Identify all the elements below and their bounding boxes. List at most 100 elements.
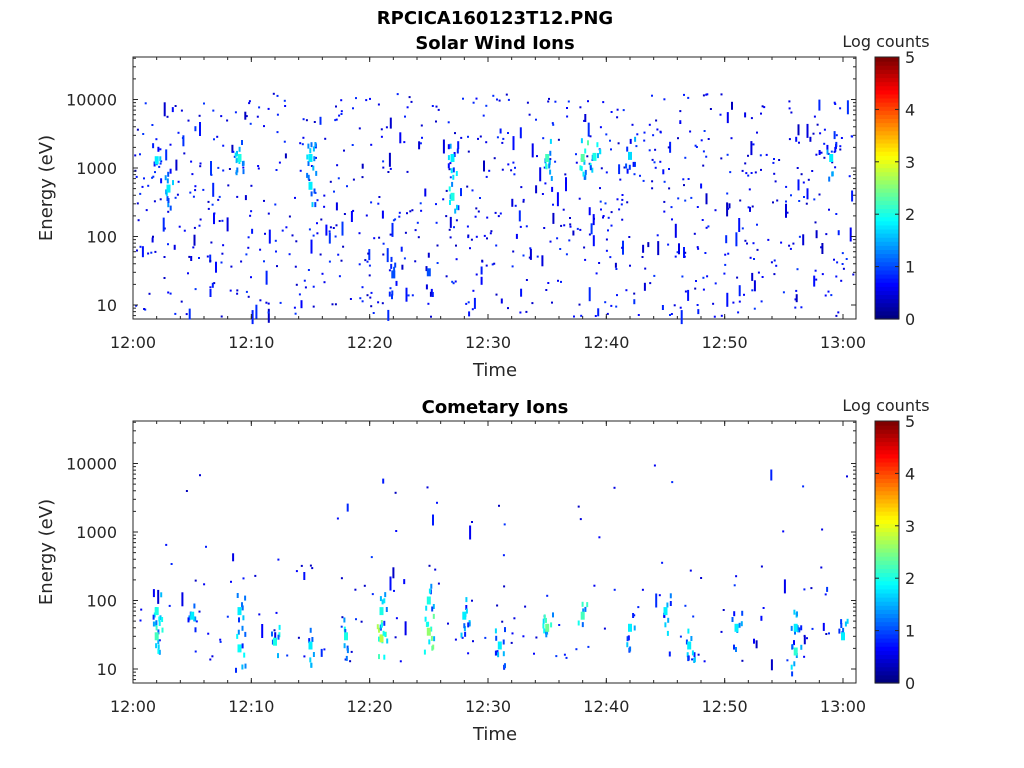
spectrogram-cell xyxy=(546,594,549,597)
spectrogram-cell xyxy=(255,304,258,319)
spectrogram-cell xyxy=(447,622,449,625)
spectrogram-cell xyxy=(228,168,231,170)
spectrogram-cell xyxy=(840,619,843,625)
spectrogram-cell xyxy=(209,658,212,661)
spectrogram-cell xyxy=(563,653,566,656)
spectrogram-cell xyxy=(337,253,340,256)
spectrogram-peak-cell xyxy=(344,632,348,641)
spectrogram-cell xyxy=(158,649,161,655)
spectrogram-cell xyxy=(584,169,587,175)
spectrogram-cell xyxy=(813,275,816,287)
spectrogram-cell xyxy=(706,275,709,278)
spectrogram-cell xyxy=(800,173,803,176)
spectrogram-cell xyxy=(425,266,428,272)
spectrogram-cell xyxy=(823,128,826,131)
spectrogram-cell xyxy=(705,193,708,205)
spectrogram-cell xyxy=(247,246,250,249)
colorbar-segment xyxy=(875,568,899,574)
spectrogram-cell xyxy=(592,235,595,247)
spectrogram-cell xyxy=(644,267,647,270)
spectrogram-cell xyxy=(313,156,316,162)
spectrogram-cell xyxy=(788,138,791,141)
spectrogram-cell xyxy=(575,648,578,651)
spectrogram-cell xyxy=(605,249,608,252)
spectrogram-cell xyxy=(545,617,547,623)
spectrogram-cell xyxy=(414,229,417,232)
spectrogram-cell xyxy=(830,150,833,153)
spectrogram-cell xyxy=(803,588,806,591)
spectrogram-cell xyxy=(403,141,406,144)
spectrogram-cell xyxy=(349,298,352,300)
spectrogram-cell xyxy=(250,276,252,279)
spectrogram-cell xyxy=(267,212,270,215)
spectrogram-cell xyxy=(308,228,311,231)
spectrogram-cell xyxy=(394,262,397,268)
spectrogram-cell xyxy=(158,621,161,626)
colorbar-label: Log counts xyxy=(842,32,929,51)
spectrogram-cell xyxy=(512,250,515,253)
spectrogram-cell xyxy=(134,154,137,157)
spectrogram-cell xyxy=(667,617,670,623)
colorbar-tick-label: 3 xyxy=(905,517,915,536)
spectrogram-cell xyxy=(633,173,636,176)
spectrogram-cell xyxy=(528,113,531,116)
colorbar-segment xyxy=(875,196,899,201)
spectrogram-cell xyxy=(671,481,674,484)
spectrogram-cell xyxy=(607,229,609,232)
spectrogram-cell xyxy=(368,264,371,267)
spectrogram-cell xyxy=(236,292,239,295)
spectrogram-cell xyxy=(416,221,419,224)
colorbar-segment xyxy=(875,269,899,275)
spectrogram-cell xyxy=(235,158,238,164)
spectrogram-cell xyxy=(172,180,174,186)
spectrogram-cell xyxy=(477,137,479,140)
spectrogram-cell xyxy=(310,239,313,254)
colorbar-segment xyxy=(875,666,899,672)
spectrogram-cell xyxy=(467,135,469,138)
spectrogram-cell xyxy=(814,269,817,272)
spectrogram-cell xyxy=(586,602,589,608)
spectrogram-cell xyxy=(486,237,488,240)
spectrogram-cell xyxy=(211,655,214,658)
spectrogram-cell xyxy=(455,258,458,261)
spectrogram-cell xyxy=(180,300,183,303)
spectrogram-cell xyxy=(770,261,773,264)
spectrogram-cell xyxy=(582,171,585,177)
spectrogram-cell xyxy=(497,652,500,658)
spectrogram-peak-cell xyxy=(734,623,739,632)
spectrogram-cell xyxy=(247,295,250,298)
spectrogram-cell xyxy=(139,192,142,195)
spectrogram-cell xyxy=(587,122,590,137)
colorbar-segment xyxy=(875,261,899,267)
spectrogram-cell xyxy=(163,277,166,279)
spectrogram-cell xyxy=(265,270,268,285)
spectrogram-cell xyxy=(383,654,386,660)
spectrogram-cell xyxy=(687,656,690,662)
spectrogram-cell xyxy=(308,638,311,644)
spectrogram-cell xyxy=(548,159,551,165)
spectrogram-cell xyxy=(599,187,601,190)
spectrogram-cell xyxy=(378,627,380,633)
spectrogram-cell xyxy=(340,99,343,102)
spectrogram-cell xyxy=(783,579,786,594)
colorbar-segment xyxy=(875,147,899,152)
spectrogram-cell xyxy=(695,280,697,282)
spectrogram-cell xyxy=(670,206,673,209)
spectrogram-cell xyxy=(220,115,223,118)
spectrogram-cell xyxy=(683,247,685,258)
spectrogram-cell xyxy=(328,232,331,244)
spectrogram-cell xyxy=(622,109,625,112)
x-tick-label: 12:50 xyxy=(702,333,748,352)
spectrogram-peak-cell xyxy=(273,637,277,646)
spectrogram-cell xyxy=(187,272,189,275)
spectrogram-cell xyxy=(669,314,671,316)
spectrogram-cell xyxy=(302,118,305,121)
spectrogram-cell xyxy=(691,658,694,661)
spectrogram-cell xyxy=(668,187,671,190)
spectrogram-cell xyxy=(727,207,730,210)
spectrogram-cell xyxy=(387,309,390,321)
spectrogram-cell xyxy=(436,262,439,264)
spectrogram-cell xyxy=(597,308,600,317)
spectrogram-cell xyxy=(379,596,382,602)
